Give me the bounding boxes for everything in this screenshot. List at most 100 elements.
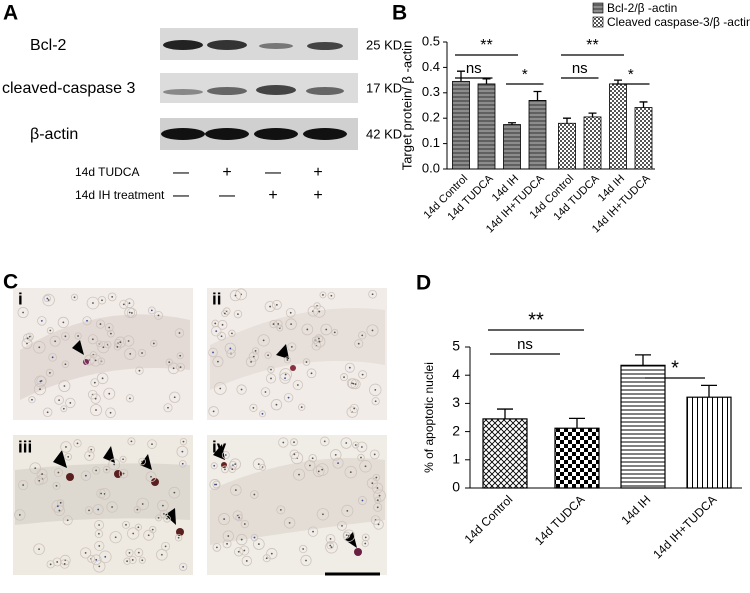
y-tick-label: 0.5 (422, 33, 440, 48)
condition-mark: — (173, 164, 189, 181)
nucleus (371, 329, 374, 332)
significance-label: * (522, 66, 528, 83)
cell (156, 548, 168, 561)
cell (306, 368, 317, 379)
nucleus (215, 546, 218, 549)
cell (358, 331, 367, 340)
cell (271, 299, 282, 310)
micrographs (13, 288, 387, 576)
cell (49, 335, 61, 347)
nucleus (231, 332, 233, 335)
nucleus (93, 381, 96, 384)
nucleus (270, 377, 272, 380)
nucleus (38, 548, 40, 551)
nucleus (90, 448, 93, 451)
nucleus (357, 342, 360, 345)
cell (226, 348, 236, 359)
cell (87, 334, 98, 345)
y-tick-label: 0.0 (422, 160, 440, 175)
cell (229, 289, 242, 302)
significance-label: * (628, 66, 634, 83)
nucleus (122, 458, 124, 461)
cell (107, 292, 117, 302)
nucleus (182, 440, 185, 443)
cell (212, 480, 221, 489)
nucleus (341, 525, 343, 527)
nucleus (376, 487, 379, 489)
nucleus (98, 545, 101, 547)
cell (48, 352, 57, 362)
nucleus (86, 319, 88, 322)
condition-mark: — (173, 187, 189, 204)
nucleus (214, 483, 216, 486)
nucleus (109, 411, 112, 414)
cell (304, 459, 316, 472)
significance-label: * (671, 357, 679, 379)
nucleus (318, 310, 321, 313)
legend-label: Cleaved caspase-3/β -actin (607, 15, 750, 29)
nucleus (125, 523, 127, 526)
nucleus (150, 475, 152, 478)
nucleus (257, 543, 260, 545)
nucleus (167, 406, 169, 409)
nucleus (69, 402, 72, 404)
panel-label: D (416, 272, 431, 295)
cell (316, 508, 330, 521)
nucleus (59, 501, 62, 504)
bar (609, 83, 627, 170)
cell (283, 517, 296, 529)
nucleus (116, 346, 119, 348)
nucleus (212, 410, 215, 413)
bar (620, 364, 666, 489)
nucleus (309, 464, 311, 467)
cell (307, 305, 319, 317)
cell (150, 339, 158, 348)
cell (332, 457, 344, 469)
nucleus (226, 542, 228, 545)
cell (300, 554, 312, 567)
nucleus (147, 534, 150, 537)
nucleus (141, 460, 144, 463)
cell (269, 319, 278, 329)
cell (313, 335, 326, 348)
micrograph-label: iii (18, 437, 32, 456)
nucleus (128, 311, 131, 314)
cell (96, 372, 109, 385)
cell (174, 534, 183, 542)
cell (97, 341, 110, 354)
cell (346, 406, 358, 418)
cell (137, 348, 147, 358)
cell (217, 319, 228, 330)
cell (60, 441, 72, 453)
cell (33, 383, 47, 396)
cell (292, 379, 303, 391)
nucleus (152, 342, 155, 345)
nucleus (300, 406, 303, 409)
significance-label: ** (586, 37, 598, 54)
cell (135, 366, 144, 375)
legend-swatch (592, 2, 604, 14)
nucleus (151, 443, 153, 446)
nucleus (337, 462, 339, 465)
nucleus (317, 470, 320, 473)
cell (157, 499, 169, 512)
cell (95, 319, 106, 329)
nucleus (108, 392, 111, 395)
bar (686, 396, 732, 489)
cell (342, 529, 356, 542)
cell (283, 356, 291, 364)
nucleus (56, 561, 59, 563)
cell (178, 562, 188, 572)
cell (347, 378, 359, 390)
nucleus (84, 474, 87, 477)
cell (107, 329, 115, 338)
cell (299, 544, 308, 554)
cell (211, 319, 220, 328)
nucleus (213, 464, 216, 467)
cell (229, 458, 241, 470)
nucleus (98, 532, 100, 535)
nucleus (58, 509, 61, 512)
cell (136, 497, 149, 511)
cell (122, 520, 130, 529)
